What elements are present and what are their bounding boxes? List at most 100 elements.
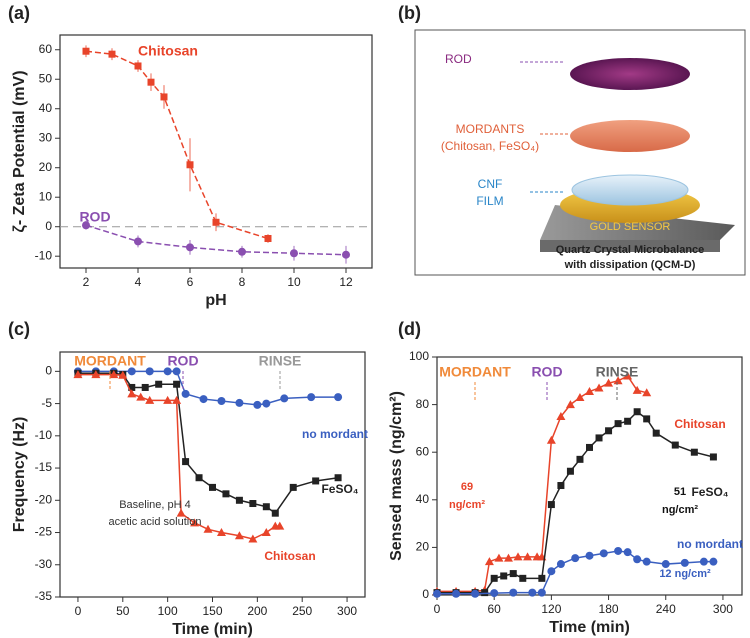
plot-frame — [59, 351, 366, 598]
marker — [614, 420, 622, 428]
y-tick-label: 0 — [45, 219, 52, 233]
marker — [632, 385, 642, 394]
marker — [173, 380, 181, 388]
x-tick-label: 6 — [187, 275, 194, 289]
marker — [155, 380, 163, 388]
marker — [216, 528, 226, 537]
y-tick-label: -30 — [35, 557, 53, 571]
x-tick-label: 240 — [656, 602, 676, 616]
marker — [235, 496, 243, 504]
marker — [190, 518, 200, 527]
sensor-base-side — [540, 240, 720, 252]
y-tick-label: -15 — [35, 460, 53, 474]
series-label: no mordant — [677, 537, 743, 551]
marker — [452, 589, 461, 598]
marker — [199, 395, 208, 404]
x-tick-label: 300 — [713, 602, 733, 616]
marker — [145, 367, 154, 376]
annotation: MORDANT — [439, 364, 511, 380]
y-tick-label: -5 — [41, 396, 52, 410]
x-tick-label: 50 — [116, 604, 130, 618]
annotation: Baseline, pH 4 — [119, 499, 191, 511]
marker — [342, 250, 350, 259]
annotation: 12 ng/cm² — [659, 568, 711, 580]
x-tick-label: 250 — [292, 604, 312, 618]
sensor-label: GOLD SENSOR — [590, 221, 671, 233]
marker — [642, 388, 652, 397]
marker — [614, 546, 623, 555]
marker — [537, 588, 546, 597]
x-axis-label: Time (min) — [549, 619, 630, 636]
x-axis-label: Time (min) — [172, 621, 253, 638]
marker — [222, 490, 230, 498]
series-line — [77, 372, 339, 515]
marker — [671, 441, 679, 449]
y-axis-label: Frequency (Hz) — [11, 417, 28, 533]
marker — [538, 574, 546, 582]
annotation: ROD — [531, 364, 562, 380]
panel-label: (c) — [8, 319, 30, 339]
x-tick-label: 120 — [541, 602, 561, 616]
marker — [547, 501, 555, 509]
marker — [253, 400, 262, 409]
marker — [264, 235, 272, 243]
diagram: ROD MORDANTS (Chitosan, FeSO₄) CNF FILM … — [414, 29, 746, 276]
y-tick-label: -20 — [35, 492, 53, 506]
marker — [109, 370, 119, 379]
y-tick-label: -10 — [35, 248, 53, 262]
marker — [576, 455, 584, 463]
caption: Quartz Crystal Microbalance — [556, 244, 705, 256]
marker — [217, 397, 226, 405]
marker — [523, 552, 533, 561]
marker — [108, 50, 116, 58]
x-tick-label: 100 — [158, 604, 178, 618]
marker — [127, 389, 137, 398]
series-line — [85, 224, 347, 256]
annotation: MORDANT — [74, 353, 146, 369]
marker — [643, 415, 651, 423]
y-tick-label: 60 — [39, 42, 53, 56]
marker — [118, 370, 128, 379]
y-tick-label: 0 — [422, 587, 429, 601]
y-tick-label: -35 — [35, 589, 53, 603]
marker — [623, 371, 633, 380]
marker — [182, 458, 190, 466]
marker — [145, 395, 155, 404]
series-label: FeSO₄ — [321, 482, 358, 496]
panel-label: (a) — [8, 3, 30, 23]
marker — [235, 398, 244, 407]
marker — [307, 393, 316, 402]
y-tick-label: 20 — [416, 540, 430, 554]
y-tick-label: 40 — [416, 492, 430, 506]
marker — [271, 509, 279, 517]
marker — [547, 567, 556, 576]
y-tick-label: 20 — [39, 160, 53, 174]
series-label: Chitosan — [674, 417, 725, 431]
y-tick-label: 50 — [39, 71, 53, 85]
marker — [160, 93, 168, 101]
marker — [163, 395, 173, 404]
marker — [503, 553, 513, 562]
x-tick-label: 150 — [202, 604, 222, 618]
marker — [262, 399, 271, 408]
series-line — [85, 50, 269, 240]
marker — [280, 394, 289, 403]
marker — [82, 47, 90, 55]
y-tick-label: -10 — [35, 428, 53, 442]
marker — [433, 589, 441, 598]
marker — [127, 367, 136, 376]
marker — [141, 383, 149, 391]
marker — [652, 429, 660, 437]
series-label: Chitosan — [138, 43, 198, 59]
marker — [82, 221, 90, 230]
marker — [565, 400, 575, 409]
y-tick-label: 0 — [45, 364, 52, 378]
mordant-layer — [570, 120, 690, 152]
rod-layer — [570, 58, 690, 90]
marker — [519, 574, 527, 582]
x-tick-label: 4 — [135, 275, 142, 289]
marker — [604, 378, 614, 387]
annotation: 69 — [461, 481, 473, 493]
y-tick-label: -25 — [35, 525, 53, 539]
marker — [312, 477, 320, 485]
